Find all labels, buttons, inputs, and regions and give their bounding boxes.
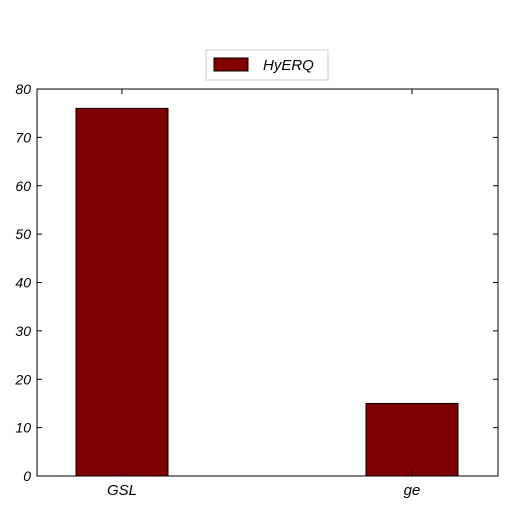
bars-group — [75, 107, 459, 477]
legend-label-hyerq: HyERQ — [263, 57, 314, 74]
x-category-label-ge: ge — [404, 482, 421, 499]
x-ticks-group: GSL ge — [107, 89, 420, 499]
y-tick-label: 0 — [23, 468, 31, 484]
y-tick-label: 40 — [15, 275, 31, 291]
bar-gsl — [75, 107, 169, 477]
y-tick-label: 60 — [15, 178, 31, 194]
plot-frame — [36, 88, 499, 477]
legend: HyERQ — [205, 49, 329, 81]
y-tick-label: 50 — [15, 226, 31, 242]
bar-ge — [365, 402, 459, 477]
y-tick-label: 30 — [15, 323, 31, 339]
y-tick-label: 70 — [15, 129, 31, 145]
y-ticks-group: 0 10 20 30 40 50 60 70 80 — [14, 81, 498, 484]
y-tick-label: 80 — [15, 81, 31, 97]
y-tick-label: 10 — [15, 420, 31, 436]
legend-swatch-hyerq — [213, 57, 249, 72]
y-tick-label: 20 — [14, 371, 31, 387]
x-category-label-gsl: GSL — [107, 482, 137, 499]
